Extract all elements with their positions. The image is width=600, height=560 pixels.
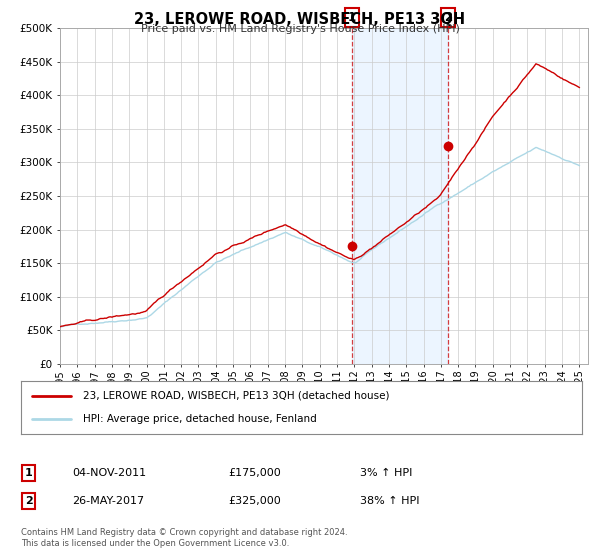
Text: 23, LEROWE ROAD, WISBECH, PE13 3QH: 23, LEROWE ROAD, WISBECH, PE13 3QH (134, 12, 466, 27)
Text: 26-MAY-2017: 26-MAY-2017 (72, 496, 144, 506)
Text: Contains HM Land Registry data © Crown copyright and database right 2024.: Contains HM Land Registry data © Crown c… (21, 528, 347, 536)
Text: This data is licensed under the Open Government Licence v3.0.: This data is licensed under the Open Gov… (21, 539, 289, 548)
Text: 3% ↑ HPI: 3% ↑ HPI (360, 468, 412, 478)
Text: 2: 2 (25, 496, 32, 506)
Text: HPI: Average price, detached house, Fenland: HPI: Average price, detached house, Fenl… (83, 414, 316, 424)
Text: 1: 1 (347, 11, 356, 24)
Bar (352, 28, 448, 364)
Text: 04-NOV-2011: 04-NOV-2011 (72, 468, 146, 478)
Text: Price paid vs. HM Land Registry's House Price Index (HPI): Price paid vs. HM Land Registry's House … (140, 24, 460, 34)
Text: 38% ↑ HPI: 38% ↑ HPI (360, 496, 419, 506)
Text: £325,000: £325,000 (228, 496, 281, 506)
Text: 23, LEROWE ROAD, WISBECH, PE13 3QH (detached house): 23, LEROWE ROAD, WISBECH, PE13 3QH (deta… (83, 391, 389, 401)
Text: £175,000: £175,000 (228, 468, 281, 478)
Text: 1: 1 (25, 468, 32, 478)
Text: 2: 2 (444, 11, 452, 24)
